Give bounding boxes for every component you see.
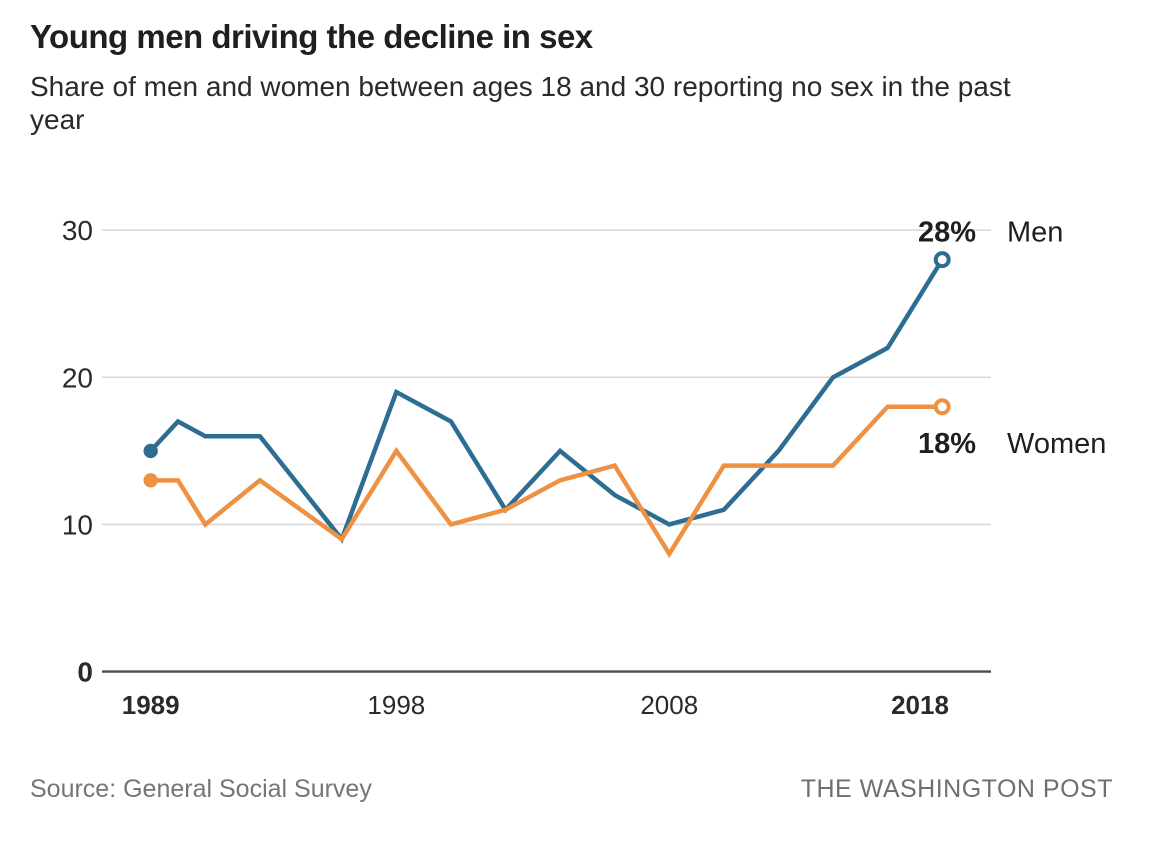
chart-title: Young men driving the decline in sex bbox=[30, 18, 593, 55]
women-line-series bbox=[150, 404, 943, 559]
x-tick-label-1989: 1989 bbox=[122, 690, 180, 720]
men-series-label: Men bbox=[1007, 217, 1063, 249]
women-end-open-marker bbox=[933, 398, 951, 416]
women-start-dot-marker bbox=[143, 473, 158, 488]
women-value-label: 18% bbox=[918, 428, 976, 460]
source-note: Source: General Social Survey bbox=[30, 775, 372, 803]
y-tick-label-0: 0 bbox=[77, 657, 93, 688]
chart-subtitle: Share of men and women between ages 18 a… bbox=[30, 71, 1011, 135]
x-tick-label-2008: 2008 bbox=[640, 690, 698, 720]
y-tick-label-30: 30 bbox=[62, 215, 93, 246]
x-tick-label-2018: 2018 bbox=[891, 690, 949, 720]
men-end-open-marker bbox=[933, 251, 951, 269]
y-tick-label-20: 20 bbox=[62, 362, 93, 393]
men-start-dot-marker bbox=[143, 443, 158, 459]
women-series-label: Women bbox=[1007, 428, 1106, 460]
men-line-series bbox=[149, 258, 945, 544]
publisher-credit: THE WASHINGTON POST bbox=[800, 775, 1113, 803]
x-tick-label-1998: 1998 bbox=[367, 690, 425, 720]
men-value-label: 28% bbox=[918, 217, 976, 249]
y-tick-label-10: 10 bbox=[62, 509, 93, 540]
